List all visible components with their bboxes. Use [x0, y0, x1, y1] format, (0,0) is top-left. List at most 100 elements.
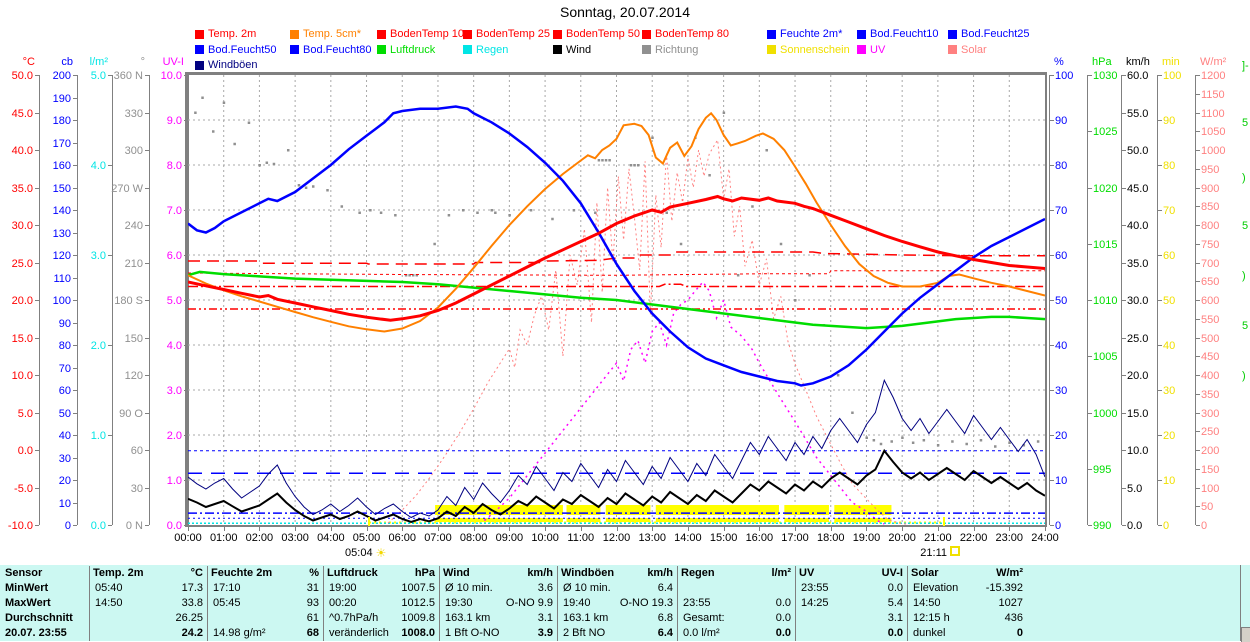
- x-axis-tick: [1045, 527, 1046, 531]
- axis-tick: [73, 210, 77, 211]
- axis-tick: [1088, 356, 1092, 358]
- axis-tick: [73, 322, 77, 324]
- axis-tick: [1088, 525, 1092, 526]
- table-cell-time: 23:55: [683, 597, 711, 609]
- x-axis-label: 19:00: [852, 532, 881, 544]
- legend-swatch-icon: [290, 45, 299, 54]
- axis-tick-label: 120: [124, 370, 143, 382]
- axis-tick-label: 30.0: [1127, 295, 1149, 307]
- axis-tick-label: 6.0: [166, 250, 182, 262]
- axis-tick: [1196, 168, 1200, 170]
- wind-direction-dot: [297, 184, 301, 187]
- axis-tick: [1122, 525, 1126, 526]
- axis-tick: [108, 525, 112, 526]
- x-axis-label: 13:00: [638, 532, 666, 544]
- table-row-label: Durchschnitt: [5, 612, 73, 624]
- axis-tick-label: 60.0: [1127, 70, 1149, 82]
- axis-tick: [35, 412, 39, 414]
- axis-tick-label: 1030: [1093, 70, 1118, 82]
- axis-clipped-fragment: 5: [1242, 320, 1249, 332]
- x-axis-label: 01:00: [209, 532, 238, 544]
- table-cell-value: 0.0: [887, 582, 903, 594]
- x-axis-tick: [188, 527, 189, 531]
- sunshine-bar: [566, 518, 601, 522]
- wind-direction-dot: [794, 299, 797, 302]
- axis-tick-label: 40: [1055, 340, 1068, 352]
- sunset-tick: [943, 517, 946, 526]
- legend-swatch-icon: [948, 45, 957, 54]
- table-cell-time: Ø 10 min.: [445, 582, 493, 594]
- table-cell-time: 14:50: [95, 597, 123, 609]
- table-cell-value: 61: [306, 612, 319, 624]
- sunrise-time: 05:04: [345, 547, 373, 559]
- legend-item: Wind: [553, 44, 591, 56]
- axis-tick-label: 250: [1201, 426, 1220, 439]
- axis-tick-label: 850: [1201, 201, 1220, 214]
- table-cell-time: 05:40: [95, 582, 123, 594]
- axis-tick-label: 70: [1055, 205, 1068, 217]
- legend-item: Feuchte 2m*: [767, 28, 842, 40]
- wind-direction-dot: [408, 274, 411, 277]
- wind-direction-dot: [1022, 444, 1026, 447]
- axis-tick-label: 30: [1163, 385, 1176, 397]
- axis-line: [1195, 75, 1196, 525]
- wind-direction-dot: [379, 211, 383, 214]
- legend-label: Bod.Feucht80: [303, 43, 372, 56]
- axis-tick: [1196, 450, 1200, 451]
- axis-tick: [1050, 480, 1054, 481]
- table-cell-time: 163.1 km: [445, 612, 491, 624]
- axis-tick: [1122, 412, 1126, 414]
- axis-tick: [73, 502, 77, 504]
- axis-tick-label: 350: [1201, 388, 1220, 401]
- axis-tick: [1196, 393, 1200, 395]
- x-axis-tick: [616, 527, 618, 531]
- sunshine-bar: [605, 518, 651, 522]
- axis-tick: [1050, 255, 1054, 256]
- sunset-time: 21:11: [920, 546, 948, 559]
- axis-tick: [1158, 75, 1162, 76]
- table-cell-time: 163.1 km: [563, 612, 609, 624]
- legend-label: BodenTemp 80: [655, 28, 729, 40]
- table-header-name: Windböen: [561, 567, 615, 579]
- legend-label: Bod.Feucht25: [961, 28, 1030, 40]
- sunshine-bar: [655, 505, 779, 515]
- axis-tick-label: 50.0: [11, 70, 33, 82]
- axis-tick-label: 200: [52, 70, 71, 82]
- table-cell-value: 6.8: [657, 612, 673, 624]
- table-cell-time: Elevation: [913, 582, 959, 594]
- chart-plot-area: [188, 75, 1045, 525]
- axis-tick: [108, 165, 112, 166]
- summary-table-background: [0, 565, 1250, 641]
- x-axis-label: 16:00: [745, 532, 774, 544]
- sunshine-bar: [784, 518, 829, 522]
- legend-swatch-icon: [642, 45, 651, 54]
- axis-tick: [1050, 435, 1054, 436]
- x-axis-tick: [723, 527, 725, 531]
- wind-direction-dot: [594, 211, 597, 214]
- axis-tick: [35, 187, 39, 189]
- axis-tick: [1196, 318, 1200, 320]
- table-header-unit: km/h: [647, 567, 673, 579]
- legend-item: Luftdruck: [377, 44, 435, 56]
- window-resize-grip[interactable]: [1241, 627, 1250, 642]
- series-temp-5cm: [188, 111, 1045, 333]
- axis-clipped-fragment: 5: [1242, 220, 1249, 232]
- axis-tick-label: 1100: [1201, 107, 1225, 120]
- axis-tick: [35, 487, 39, 489]
- x-axis-label: 15:00: [709, 532, 738, 544]
- axis-tick-label: 1050: [1201, 126, 1226, 139]
- series-luftdruck: [188, 270, 1045, 330]
- axis-tick: [1088, 243, 1092, 245]
- table-header-name: Regen: [681, 567, 715, 579]
- legend-swatch-icon: [767, 45, 776, 54]
- table-cell-time: Ø 10 min.: [563, 582, 611, 594]
- wind-direction-dot: [601, 159, 604, 162]
- axis-tick: [1122, 112, 1126, 114]
- axis-tick: [1196, 300, 1200, 301]
- axis-tick-label: 2.0: [166, 430, 182, 442]
- axis-tick-label: 100: [52, 295, 71, 307]
- axis-line: [149, 75, 150, 525]
- table-cell-value: 436: [1004, 612, 1023, 624]
- axis-tick: [73, 97, 77, 99]
- axis-tick: [35, 337, 39, 339]
